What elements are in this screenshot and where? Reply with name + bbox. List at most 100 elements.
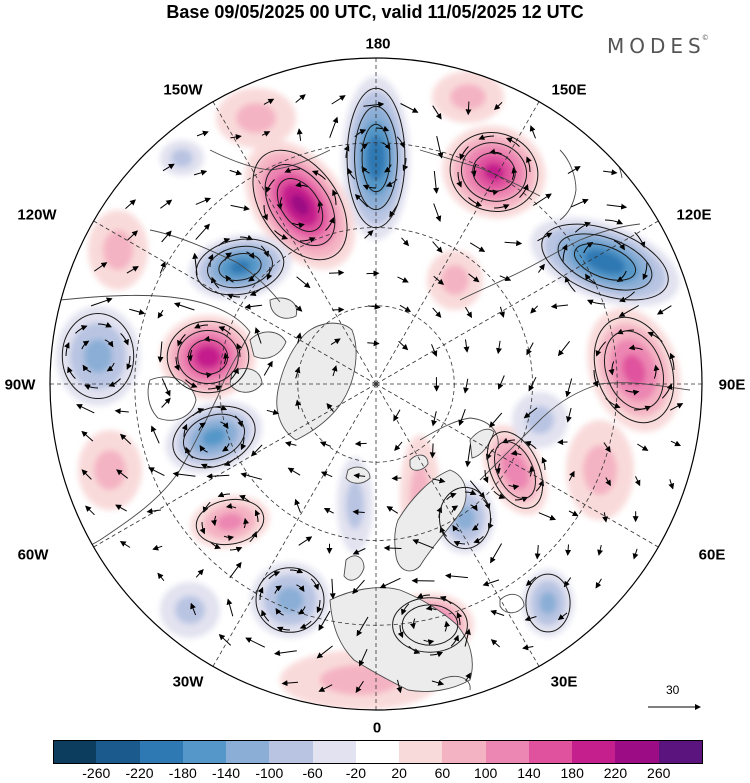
wind-arrow bbox=[225, 502, 237, 509]
wind-arrow bbox=[493, 204, 510, 210]
wind-arrow bbox=[499, 306, 505, 318]
anomaly-band bbox=[229, 260, 251, 274]
wind-arrow bbox=[81, 469, 92, 480]
wind-arrow bbox=[450, 634, 460, 647]
colorbar-tick-label: -260 bbox=[82, 765, 111, 781]
wind-arrow bbox=[254, 509, 261, 523]
wind-arrow bbox=[218, 634, 232, 646]
meridian-line bbox=[93, 383, 377, 548]
colorbar-tick-label: -220 bbox=[125, 765, 154, 781]
wind-arrow bbox=[354, 193, 368, 208]
wind-arrow bbox=[668, 479, 675, 490]
wind-arrow bbox=[185, 379, 198, 388]
wind-arrow bbox=[249, 531, 258, 543]
wind-arrow bbox=[263, 360, 273, 376]
wind-arrow bbox=[220, 421, 229, 429]
wind-arrow bbox=[463, 378, 469, 394]
wind-arrow bbox=[265, 179, 275, 194]
wind-vectors bbox=[64, 94, 684, 694]
contour-line bbox=[183, 413, 245, 461]
wind-arrow bbox=[162, 163, 175, 172]
wind-arrow bbox=[119, 540, 131, 548]
lon-label-30w: 30W bbox=[172, 673, 204, 691]
wind-arrow bbox=[261, 131, 271, 137]
wind-arrow bbox=[459, 146, 469, 161]
colorbar-swatch bbox=[355, 740, 400, 764]
anomaly-band bbox=[84, 339, 112, 373]
wind-arrow bbox=[504, 240, 523, 247]
colorbar-swatch bbox=[226, 740, 270, 764]
wind-arrow bbox=[193, 169, 208, 176]
wind-arrow bbox=[318, 684, 333, 692]
wind-arrow bbox=[150, 425, 160, 444]
wind-arrow bbox=[456, 171, 462, 188]
wind-arrow bbox=[195, 568, 204, 578]
map-title: Base 09/05/2025 00 UTC, valid 11/05/2025… bbox=[166, 2, 584, 22]
wind-arrow bbox=[104, 339, 114, 348]
wind-arrow bbox=[224, 252, 232, 261]
colorbar-swatch bbox=[53, 740, 98, 764]
colorbar-swatch bbox=[615, 740, 660, 764]
wind-arrow bbox=[353, 472, 366, 479]
wind-arrow bbox=[616, 270, 627, 282]
colorbar-swatch bbox=[269, 740, 314, 764]
wind-arrow bbox=[432, 241, 443, 253]
contour-line bbox=[472, 152, 516, 192]
anomaly-band bbox=[276, 587, 304, 613]
wind-arrow bbox=[446, 492, 457, 500]
colorbar-tick-label: 20 bbox=[391, 765, 407, 781]
wind-arrow bbox=[268, 570, 281, 580]
wind-arrow bbox=[363, 101, 385, 108]
anomaly-band bbox=[584, 249, 626, 275]
contour-line bbox=[187, 339, 229, 375]
wind-arrow bbox=[423, 639, 435, 646]
colorbar-swatch bbox=[442, 740, 487, 764]
wind-arrow bbox=[661, 383, 673, 399]
colorbar-tick-label: -60 bbox=[302, 765, 323, 781]
wind-arrow bbox=[299, 237, 316, 243]
wind-arrow bbox=[64, 342, 70, 357]
wind-arrow bbox=[465, 672, 471, 682]
wind-arrow bbox=[296, 276, 311, 289]
wind-arrow bbox=[482, 579, 500, 587]
wind-arrow bbox=[330, 338, 341, 346]
wind-arrow bbox=[669, 352, 676, 371]
lon-label-90w: 90W bbox=[4, 376, 36, 394]
wind-arrow bbox=[343, 144, 350, 159]
wind-arrow bbox=[240, 472, 262, 480]
wind-arrow bbox=[570, 198, 589, 208]
anomaly-band bbox=[94, 450, 126, 490]
wind-arrow bbox=[557, 340, 570, 357]
wind-arrow bbox=[234, 415, 244, 428]
wind-arrow bbox=[296, 332, 302, 344]
wind-arrow bbox=[97, 322, 112, 328]
wind-arrow bbox=[210, 276, 220, 289]
meridian-line bbox=[212, 101, 377, 385]
wind-arrow bbox=[494, 463, 501, 475]
wind-arrow bbox=[522, 644, 534, 651]
wind-arrow bbox=[284, 441, 297, 447]
wind-arrow bbox=[226, 598, 234, 617]
wind-arrow bbox=[595, 341, 607, 357]
wind-arrow bbox=[384, 164, 392, 173]
contour-line bbox=[486, 431, 544, 509]
wind-arrow bbox=[263, 98, 275, 105]
wind-arrow bbox=[470, 504, 478, 512]
wind-arrow bbox=[352, 579, 365, 595]
anomaly-band bbox=[201, 427, 227, 447]
colorbar-tick-label: 60 bbox=[434, 765, 451, 781]
wind-arrow bbox=[473, 536, 484, 544]
wind-arrow bbox=[586, 299, 606, 306]
colorbar-tick-label: 220 bbox=[603, 765, 628, 781]
contour-line bbox=[276, 178, 324, 232]
colorbar-swatch bbox=[399, 740, 443, 764]
wind-arrow bbox=[106, 362, 115, 372]
meridian-line bbox=[93, 220, 377, 385]
wind-arrow bbox=[161, 397, 171, 408]
wind-arrow bbox=[574, 221, 591, 233]
wind-arrow bbox=[613, 240, 625, 251]
wind-arrow bbox=[401, 237, 410, 247]
wind-arrow bbox=[157, 309, 164, 319]
contour-line bbox=[166, 320, 250, 394]
wind-arrow bbox=[510, 449, 522, 456]
